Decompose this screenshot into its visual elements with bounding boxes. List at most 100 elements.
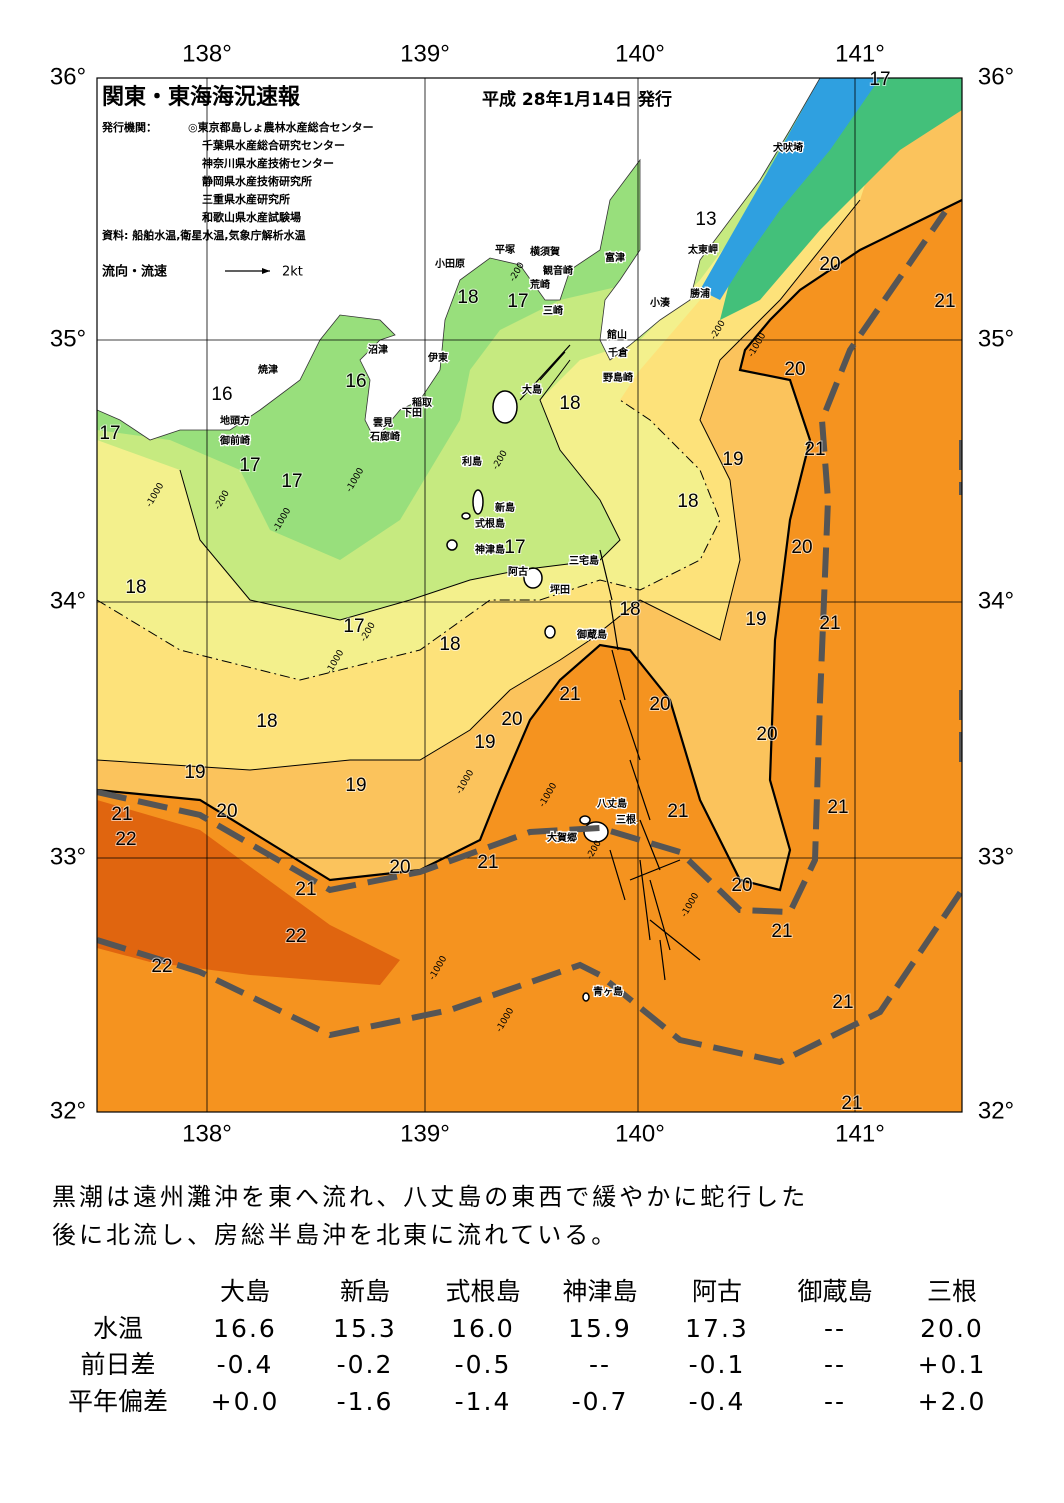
place-name: 野島崎 (603, 371, 633, 384)
table-cell: -0.4 (689, 1387, 746, 1416)
isotherm-label: 17 (504, 537, 525, 558)
map (97, 78, 962, 1112)
place-name: 神津島 (475, 543, 505, 556)
place-name: 御蔵島 (576, 628, 607, 641)
table-header: 阿古 (692, 1277, 742, 1306)
isotherm-label: 21 (111, 804, 132, 825)
isotherm-label: 22 (285, 926, 306, 947)
table-header: 御蔵島 (797, 1277, 872, 1306)
isotherm-label: 21 (934, 291, 955, 312)
lon-label: 138° (182, 40, 232, 67)
table-cell: 16.6 (213, 1314, 277, 1343)
island (461, 512, 471, 520)
publisher: 神奈川県水産技術センター (202, 156, 334, 170)
zone-13 (700, 78, 880, 300)
isotherm-label: 21 (559, 684, 580, 705)
table-header: 新島 (340, 1277, 390, 1306)
table-cell: 15.3 (333, 1314, 397, 1343)
isotherm-label: 19 (345, 775, 366, 796)
table-cell: -- (589, 1350, 611, 1379)
table-cell: 20.0 (920, 1314, 984, 1343)
place-name: 三根 (616, 813, 636, 826)
place-name: 下田 (402, 407, 422, 419)
isotherm-label: 20 (649, 694, 670, 715)
table-cell: 15.9 (568, 1314, 632, 1343)
lon-label: 141° (835, 1120, 885, 1147)
table-cell: +0.1 (918, 1350, 987, 1379)
place-name: 観音崎 (543, 264, 573, 277)
isotherm-label: 19 (474, 732, 495, 753)
isotherm-label: 17 (343, 616, 364, 637)
island (582, 992, 590, 1002)
map-frame (96, 77, 963, 1113)
place-name: 平塚 (495, 243, 515, 256)
isotherm-label: 20 (756, 724, 777, 745)
isotherm-label: 20 (784, 359, 805, 380)
lat-label: 36° (50, 63, 86, 90)
title: 関東・東海海況速報 (102, 84, 301, 110)
place-name: 伊東 (427, 351, 448, 364)
place-name: 新島 (495, 501, 515, 514)
isotherm-label: 19 (745, 609, 766, 630)
isotherm-label: 17 (869, 69, 890, 90)
isotherm-label: 18 (619, 599, 640, 620)
isotherm-19 (97, 199, 861, 771)
lat-label: 32° (978, 1097, 1014, 1124)
place-name: 大賀郷 (547, 831, 577, 844)
legend-arrowhead (262, 268, 270, 274)
legend-label: 流向・流速 (102, 264, 167, 280)
table-cell: +2.0 (918, 1387, 987, 1416)
lon-label: 140° (615, 1120, 665, 1147)
table-header: 式根島 (445, 1277, 520, 1306)
table-header: 大島 (220, 1277, 270, 1306)
isotherm-label: 16 (345, 371, 366, 392)
table-cell: -0.4 (217, 1350, 274, 1379)
place-name: 三宅島 (569, 554, 599, 567)
table-cell: +0.0 (211, 1387, 280, 1416)
isotherm-label: 17 (507, 291, 528, 312)
isotherm-label: 20 (791, 537, 812, 558)
isotherm-label: 21 (819, 613, 840, 634)
lat-label: 35° (978, 325, 1014, 352)
place-name: 焼津 (258, 363, 278, 376)
place-name: 富津 (605, 251, 625, 264)
place-name: 青ヶ島 (593, 985, 623, 998)
place-name: 小田原 (434, 257, 465, 270)
place-name: 雲見 (373, 417, 393, 429)
place-name: 犬吠埼 (773, 141, 803, 154)
isotherm-label: 22 (115, 829, 136, 850)
isotherm-label: 20 (731, 875, 752, 896)
isotherm-label: 19 (722, 449, 743, 470)
current-arrow (519, 344, 701, 981)
place-name: 稲取 (412, 396, 433, 409)
lon-label: 138° (182, 1120, 232, 1147)
table-cell: -0.2 (337, 1350, 394, 1379)
isotherm-label: 20 (501, 709, 522, 730)
publisher-label: 発行機関： (101, 120, 157, 134)
isotherm-label: 18 (125, 577, 146, 598)
table-cell: 17.3 (685, 1314, 749, 1343)
isotherm-label: 22 (151, 956, 172, 977)
place-name: 八丈島 (596, 797, 627, 810)
place-name: 御前崎 (219, 434, 250, 447)
isotherm-label: 18 (457, 287, 478, 308)
kuroshio (97, 210, 962, 1066)
kuroshio-axis (97, 210, 948, 916)
publisher: 千葉県水産総合研究センター (202, 138, 345, 152)
lat-label: 36° (978, 63, 1014, 90)
place-name: 沼津 (368, 343, 388, 356)
table-header: 三根 (927, 1277, 977, 1306)
sea-hot (97, 800, 400, 985)
table-cell: -- (824, 1350, 846, 1379)
legend-scale: 2kt (282, 265, 303, 280)
island (472, 489, 484, 515)
isotherm-label: 18 (439, 634, 460, 655)
table-cell: 16.0 (451, 1314, 515, 1343)
place-name: 館山 (606, 328, 627, 341)
isotherm-label: 21 (832, 992, 853, 1013)
isotherm-18 (97, 399, 721, 681)
isotherm-label: 21 (477, 852, 498, 873)
table-cell: -- (824, 1387, 846, 1416)
isotherm-label: 21 (841, 1093, 862, 1114)
publisher: 三重県水産研究所 (202, 192, 290, 206)
